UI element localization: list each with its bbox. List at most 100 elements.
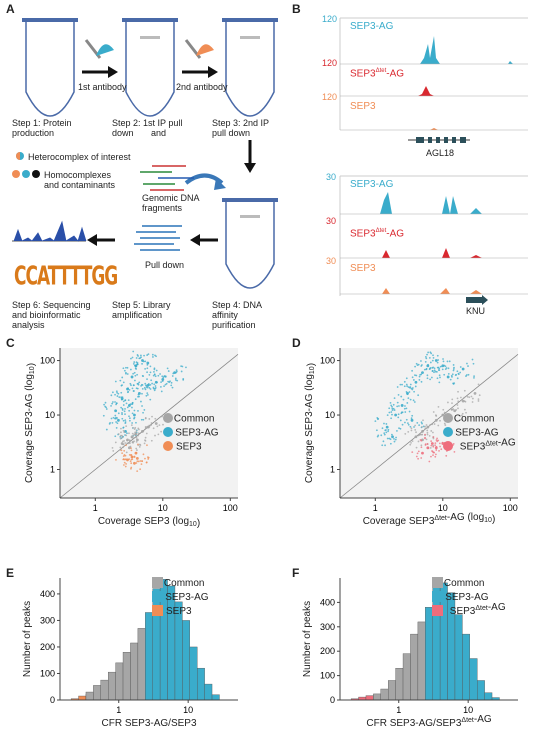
data-point-density <box>398 427 400 430</box>
data-point-density <box>141 374 144 377</box>
data-point-density <box>154 375 157 378</box>
data-point-density <box>141 405 143 407</box>
histogram-bar-common <box>373 693 381 701</box>
data-point-density <box>400 395 403 398</box>
data-point-density <box>447 372 450 375</box>
data-point-density <box>419 373 421 376</box>
data-point-density <box>124 413 126 416</box>
data-point-density <box>114 417 117 420</box>
data-point-density <box>426 374 429 377</box>
data-point-density <box>432 356 435 359</box>
scatter-chart-c: 1 1 10 10 100 100 Coverage SEP3 (log10) Coverag… <box>24 348 239 529</box>
data-point-density <box>132 350 135 353</box>
data-point-density <box>130 458 133 461</box>
tube-step1 <box>22 18 78 117</box>
data-point-density <box>409 425 412 428</box>
data-point-sep3-tet-ag <box>434 446 438 450</box>
data-point-density <box>130 447 132 450</box>
data-point-density <box>430 455 432 458</box>
data-point-density <box>393 397 396 400</box>
track-label-top-3: SEP3 <box>350 101 376 112</box>
data-point-density <box>456 370 459 373</box>
data-point-density <box>151 353 154 356</box>
data-point-density <box>141 460 143 462</box>
data-point-density <box>443 373 446 376</box>
data-point-density <box>126 432 128 435</box>
data-point-density <box>386 414 389 417</box>
data-point-density <box>137 432 140 435</box>
data-point-density <box>144 368 147 370</box>
data-point-density <box>412 399 415 402</box>
histogram-chart-e: 0 100 200 300 400 1 10 CFR SEP3-AG/SEP3 Number o… <box>22 577 238 729</box>
data-point-density <box>393 437 395 440</box>
data-point-density <box>390 417 393 420</box>
x-axis-label: CFR SEP3-AG/SEP3 <box>101 718 196 729</box>
data-point-density <box>410 427 413 430</box>
data-point-density <box>146 354 149 356</box>
step2-line1: Step 2: 1st IP pull <box>112 118 183 128</box>
data-point-density <box>148 418 151 420</box>
data-point-density <box>142 360 145 363</box>
data-point-density <box>131 356 134 359</box>
step6-line3: analysis <box>12 320 45 330</box>
data-point-density <box>393 409 396 411</box>
data-point-density <box>429 367 432 369</box>
data-point-density <box>144 436 147 439</box>
data-point-common <box>414 435 418 439</box>
data-point-density <box>131 412 134 415</box>
data-point-density <box>471 397 474 400</box>
data-point-density <box>420 444 423 447</box>
data-point-common <box>135 438 139 442</box>
data-point-density <box>420 360 422 362</box>
data-point-density <box>415 446 418 449</box>
data-point-density <box>389 401 392 404</box>
data-point-density <box>114 441 117 444</box>
x-tick-label: 10 <box>158 503 168 513</box>
data-point-density <box>411 440 414 443</box>
data-point-density <box>419 433 422 436</box>
y-tick-label: 400 <box>320 597 335 607</box>
data-point-density <box>410 429 413 432</box>
data-point-density <box>443 411 446 414</box>
data-point-density <box>399 419 402 422</box>
data-point-density <box>117 412 120 415</box>
data-point-density <box>132 362 135 365</box>
data-point-density <box>417 363 420 366</box>
data-point-density <box>141 362 143 365</box>
data-point-density <box>389 442 392 445</box>
legend-label: SEP3-AG <box>445 592 489 603</box>
data-point-density <box>470 395 473 398</box>
legend-marker <box>432 605 443 616</box>
data-point-density <box>122 455 125 457</box>
data-point-density <box>136 387 139 390</box>
data-point-sep3-ag <box>114 409 118 413</box>
data-point-common <box>154 422 158 425</box>
data-point-density <box>384 444 386 447</box>
data-point-density <box>122 443 125 446</box>
data-point-density <box>435 439 438 441</box>
data-point-density <box>432 366 435 369</box>
data-point-density <box>121 436 124 439</box>
data-point-density <box>452 369 455 372</box>
data-point-density <box>423 368 426 371</box>
data-point-density <box>146 363 149 366</box>
data-point-density <box>477 400 480 402</box>
data-point-density <box>182 377 185 380</box>
data-point-sep3 <box>134 451 138 455</box>
data-point-density <box>137 427 140 430</box>
data-point-density <box>137 460 140 463</box>
step4-line3: purification <box>212 320 256 330</box>
panel-letter-c: C <box>6 336 15 350</box>
data-point-density <box>394 438 397 441</box>
data-point-density <box>132 441 135 444</box>
histogram-bar-sep3-ag <box>454 614 463 701</box>
data-point-density <box>426 377 429 380</box>
data-point-density <box>405 390 408 393</box>
histogram-bar-sep3-ag <box>484 692 493 701</box>
data-point-density <box>152 386 155 389</box>
data-point-density <box>154 386 157 389</box>
data-point-density <box>123 440 125 442</box>
data-point-density <box>420 380 423 383</box>
data-point-density <box>409 398 412 401</box>
data-point-density <box>426 443 429 445</box>
